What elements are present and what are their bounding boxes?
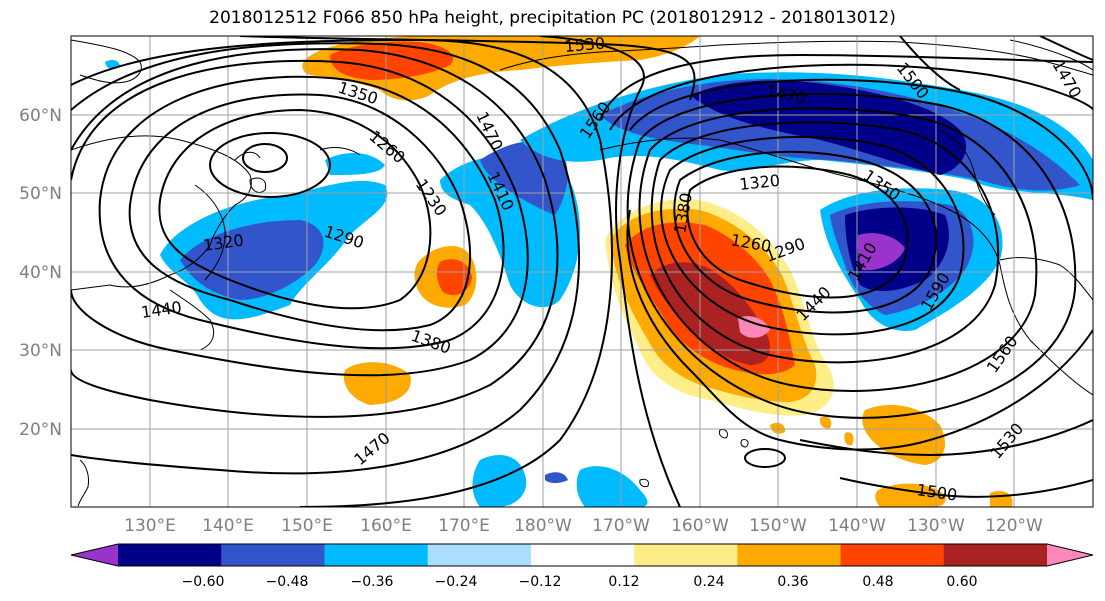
lat-label: 20°N: [19, 420, 62, 440]
lon-label: 150°E: [281, 516, 333, 536]
lat-label: 40°N: [19, 263, 62, 283]
negative-precip-anomaly-shading: [105, 59, 1093, 507]
lon-label: 170°W: [592, 516, 650, 536]
lon-label: 130°E: [124, 516, 176, 536]
lon-label: 150°W: [749, 516, 807, 536]
colorbar-outline: [70, 543, 1094, 567]
lon-label: 130°W: [907, 516, 965, 536]
longitude-labels: 130°E 140°E 150°E 160°E 170°E 180°W 170°…: [124, 516, 1043, 536]
height-contours: [71, 36, 1093, 507]
map-title: 2018012512 F066 850 hPa height, precipit…: [209, 8, 896, 28]
colorbar-segment: [427, 544, 532, 566]
lon-label: 160°E: [360, 516, 412, 536]
colorbar-segment: [324, 544, 429, 566]
colorbar-segment: [634, 544, 738, 566]
colorbar: −0.60 −0.48 −0.36 −0.24 −0.12 0.12 0.24 …: [70, 543, 1094, 590]
colorbar-extend-min: [71, 544, 118, 566]
colorbar-label: −0.48: [266, 574, 309, 590]
lat-label: 60°N: [19, 106, 62, 126]
lon-label: 120°W: [985, 516, 1043, 536]
colorbar-label: −0.12: [519, 574, 562, 590]
colorbar-segment: [840, 544, 945, 566]
map-frame: [70, 35, 1094, 508]
lat-label: 30°N: [19, 341, 62, 361]
colorbar-extend-max: [1047, 544, 1093, 566]
colorbar-label: 0.12: [608, 574, 639, 590]
latitude-labels: 60°N 50°N 40°N 30°N 20°N: [19, 106, 62, 440]
colorbar-label: −0.36: [351, 574, 394, 590]
contour-label: 1530: [564, 34, 606, 56]
colorbar-label: 0.24: [693, 574, 724, 590]
colorbar-segment: [118, 544, 222, 566]
lon-label: 140°E: [202, 516, 254, 536]
contour-label: 1320: [738, 171, 780, 194]
colorbar-segment: [530, 544, 635, 566]
lon-label: 170°E: [438, 516, 490, 536]
colorbar-segment: [737, 544, 842, 566]
lon-label: 160°W: [671, 516, 729, 536]
colorbar-label: −0.60: [182, 574, 225, 590]
colorbar-label: 0.60: [946, 574, 977, 590]
lon-label: 180°W: [514, 516, 572, 536]
coastlines: [71, 39, 1093, 507]
colorbar-label: −0.24: [435, 574, 478, 590]
map-area: 1530 1350 1260 1230 1320 1290 1440 1380 …: [71, 34, 1093, 507]
lon-label: 140°W: [828, 516, 886, 536]
gridlines: [71, 36, 1093, 507]
colorbar-label: 0.36: [777, 574, 808, 590]
lat-label: 50°N: [19, 184, 62, 204]
colorbar-segment: [221, 544, 325, 566]
colorbar-label: 0.48: [862, 574, 893, 590]
colorbar-segment: [943, 544, 1048, 566]
